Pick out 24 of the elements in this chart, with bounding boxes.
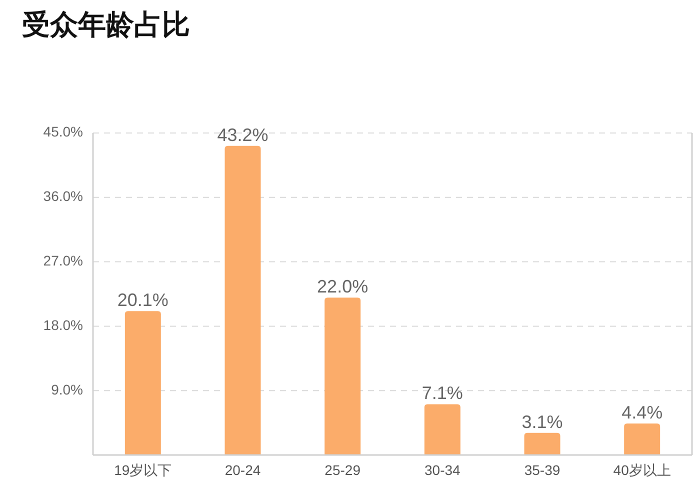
bar bbox=[524, 432, 560, 455]
bar bbox=[224, 146, 261, 455]
x-tick-label: 19岁以下 bbox=[114, 462, 172, 478]
bar bbox=[324, 298, 361, 455]
bar bbox=[624, 424, 660, 455]
y-tick-label: 9.0% bbox=[51, 381, 83, 398]
x-tick-label: 35-39 bbox=[524, 462, 560, 478]
x-tick-label: 40岁以上 bbox=[613, 462, 671, 478]
bar bbox=[424, 404, 460, 455]
data-label: 22.0% bbox=[317, 276, 368, 297]
data-label: 7.1% bbox=[422, 383, 463, 404]
y-tick-label: 27.0% bbox=[43, 252, 83, 269]
x-tick-label: 30-34 bbox=[424, 462, 461, 478]
data-label: 20.1% bbox=[117, 290, 168, 310]
x-tick-label: 20-24 bbox=[224, 462, 261, 478]
x-tick-label: 25-29 bbox=[324, 462, 361, 478]
data-label: 43.2% bbox=[217, 124, 268, 145]
bar bbox=[124, 311, 161, 455]
y-tick-label: 18.0% bbox=[43, 316, 83, 333]
chart-title: 受众年龄占比 bbox=[22, 9, 190, 40]
y-tick-label: 45.0% bbox=[43, 124, 83, 140]
y-tick-label: 36.0% bbox=[43, 188, 83, 204]
data-label: 3.1% bbox=[522, 412, 563, 432]
data-label: 4.4% bbox=[622, 402, 663, 423]
